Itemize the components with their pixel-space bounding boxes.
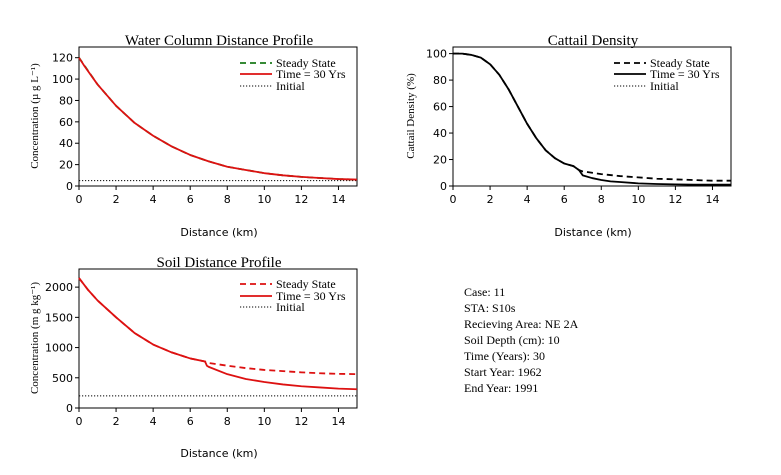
chart-soil-distance: Soil Distance Profile Concentration (m g…	[29, 255, 358, 460]
y-tick-label: 0	[66, 402, 73, 415]
legend-label-time: Time = 30 Yrs	[276, 67, 346, 81]
y-tick-label: 60	[59, 116, 73, 129]
info-start-year: Start Year: 1962	[464, 365, 542, 379]
info-receiving-area: Recieving Area: NE 2A	[464, 317, 579, 331]
y-tick-label: 60	[433, 101, 447, 114]
y-tick-label: 80	[433, 74, 447, 87]
y-tick-label: 0	[66, 180, 73, 193]
y-tick-label: 1500	[45, 311, 73, 324]
y-tick-label: 40	[59, 137, 73, 150]
x-tick-label: 4	[150, 415, 157, 428]
legend-label-initial: Initial	[650, 79, 679, 93]
series-line-time-30-yrs	[78, 277, 358, 391]
x-tick-label: 4	[150, 193, 157, 206]
y-tick-label: 2000	[45, 281, 73, 294]
plot-frame	[78, 268, 358, 409]
legend-label-time: Time = 30 Yrs	[650, 67, 720, 81]
x-tick-label: 2	[487, 193, 494, 206]
x-tick-label: 6	[187, 193, 194, 206]
x-tick-label: 14	[331, 415, 345, 428]
x-tick-label: 2	[113, 193, 120, 206]
axes: 0 2 4 6 8 10 12 14 0 20 40 60 80 100 120	[52, 52, 345, 206]
y-tick-label: 100	[426, 48, 447, 61]
y-tick-label: 80	[59, 94, 73, 107]
y-tick-label: 120	[52, 52, 73, 65]
x-tick-label: 12	[294, 193, 308, 206]
info-case: Case: 11	[464, 285, 506, 299]
series-line-steady-state	[78, 277, 358, 376]
info-time-years: Time (Years): 30	[464, 349, 546, 363]
x-tick-label: 2	[113, 415, 120, 428]
y-axis-label: Concentration (m g kg⁻¹)	[29, 282, 41, 394]
chart-water-column: Water Column Distance Profile Concentrat…	[29, 33, 358, 239]
chart-title: Water Column Distance Profile	[125, 33, 314, 49]
x-tick-label: 10	[631, 193, 645, 206]
legend: Steady State Time = 30 Yrs Initial	[240, 277, 346, 314]
y-tick-label: 100	[52, 73, 73, 86]
x-tick-label: 14	[331, 193, 345, 206]
series-line-steady-state	[453, 52, 731, 182]
y-axis-label: Cattail Density (%)	[405, 73, 417, 159]
y-tick-label: 40	[433, 127, 447, 140]
x-tick-label: 6	[561, 193, 568, 206]
legend-label-steady-state: Steady State	[276, 56, 336, 70]
info-end-year: End Year: 1991	[464, 381, 539, 395]
x-tick-label: 8	[224, 193, 231, 206]
x-tick-label: 0	[76, 415, 83, 428]
x-tick-label: 0	[76, 193, 83, 206]
x-axis-label: Distance (km)	[180, 226, 257, 239]
series-lines	[78, 57, 358, 182]
chart-title: Cattail Density	[548, 33, 639, 49]
legend-label-initial: Initial	[276, 300, 305, 314]
y-tick-label: 20	[59, 159, 73, 172]
info-soil-depth: Soil Depth (cm): 10	[464, 333, 560, 347]
legend-label-steady-state: Steady State	[650, 56, 710, 70]
x-tick-label: 14	[705, 193, 719, 206]
x-axis-label: Distance (km)	[180, 447, 257, 460]
chart-cattail-density: Cattail Density Cattail Density (%) Dist…	[405, 33, 732, 239]
chart-title: Soil Distance Profile	[157, 255, 282, 271]
legend-label-steady-state: Steady State	[276, 277, 336, 291]
legend: Steady State Time = 30 Yrs Initial	[240, 56, 346, 93]
y-tick-label: 20	[433, 154, 447, 167]
legend-label-initial: Initial	[276, 79, 305, 93]
info-sta: STA: S10s	[464, 301, 516, 315]
axes: 0 2 4 6 8 10 12 14 0 500 1000 1500 2000	[45, 281, 345, 428]
case-info-panel: Case: 11 STA: S10s Recieving Area: NE 2A…	[464, 284, 578, 396]
x-tick-label: 4	[524, 193, 531, 206]
y-tick-label: 0	[440, 180, 447, 193]
x-tick-label: 10	[257, 415, 271, 428]
x-tick-label: 8	[224, 415, 231, 428]
series-lines	[78, 277, 358, 397]
legend: Steady State Time = 30 Yrs Initial	[614, 56, 720, 93]
plot-frame	[78, 46, 358, 187]
x-tick-label: 0	[450, 193, 457, 206]
series-line-time-30-yrs	[78, 57, 358, 181]
legend-label-time: Time = 30 Yrs	[276, 289, 346, 303]
x-tick-label: 12	[668, 193, 682, 206]
x-tick-label: 12	[294, 415, 308, 428]
y-axis-label: Concentration (µ g L⁻¹)	[29, 63, 41, 169]
y-tick-label: 500	[52, 372, 73, 385]
x-tick-label: 8	[598, 193, 605, 206]
x-tick-label: 10	[257, 193, 271, 206]
series-lines	[453, 52, 731, 187]
y-tick-label: 1000	[45, 342, 73, 355]
x-axis-label: Distance (km)	[554, 226, 631, 239]
x-tick-label: 6	[187, 415, 194, 428]
series-line-time-30-yrs	[453, 52, 731, 186]
axes: 0 2 4 6 8 10 12 14 0 20 40 60 80 100	[426, 48, 719, 206]
